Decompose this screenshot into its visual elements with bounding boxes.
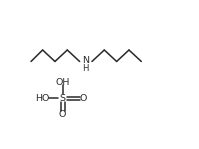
Text: HO: HO — [35, 94, 50, 103]
Text: O: O — [79, 94, 86, 103]
Text: S: S — [60, 94, 66, 103]
Text: O: O — [59, 110, 66, 119]
Text: N: N — [82, 56, 89, 65]
Text: H: H — [83, 64, 89, 73]
Text: OH: OH — [56, 78, 70, 87]
